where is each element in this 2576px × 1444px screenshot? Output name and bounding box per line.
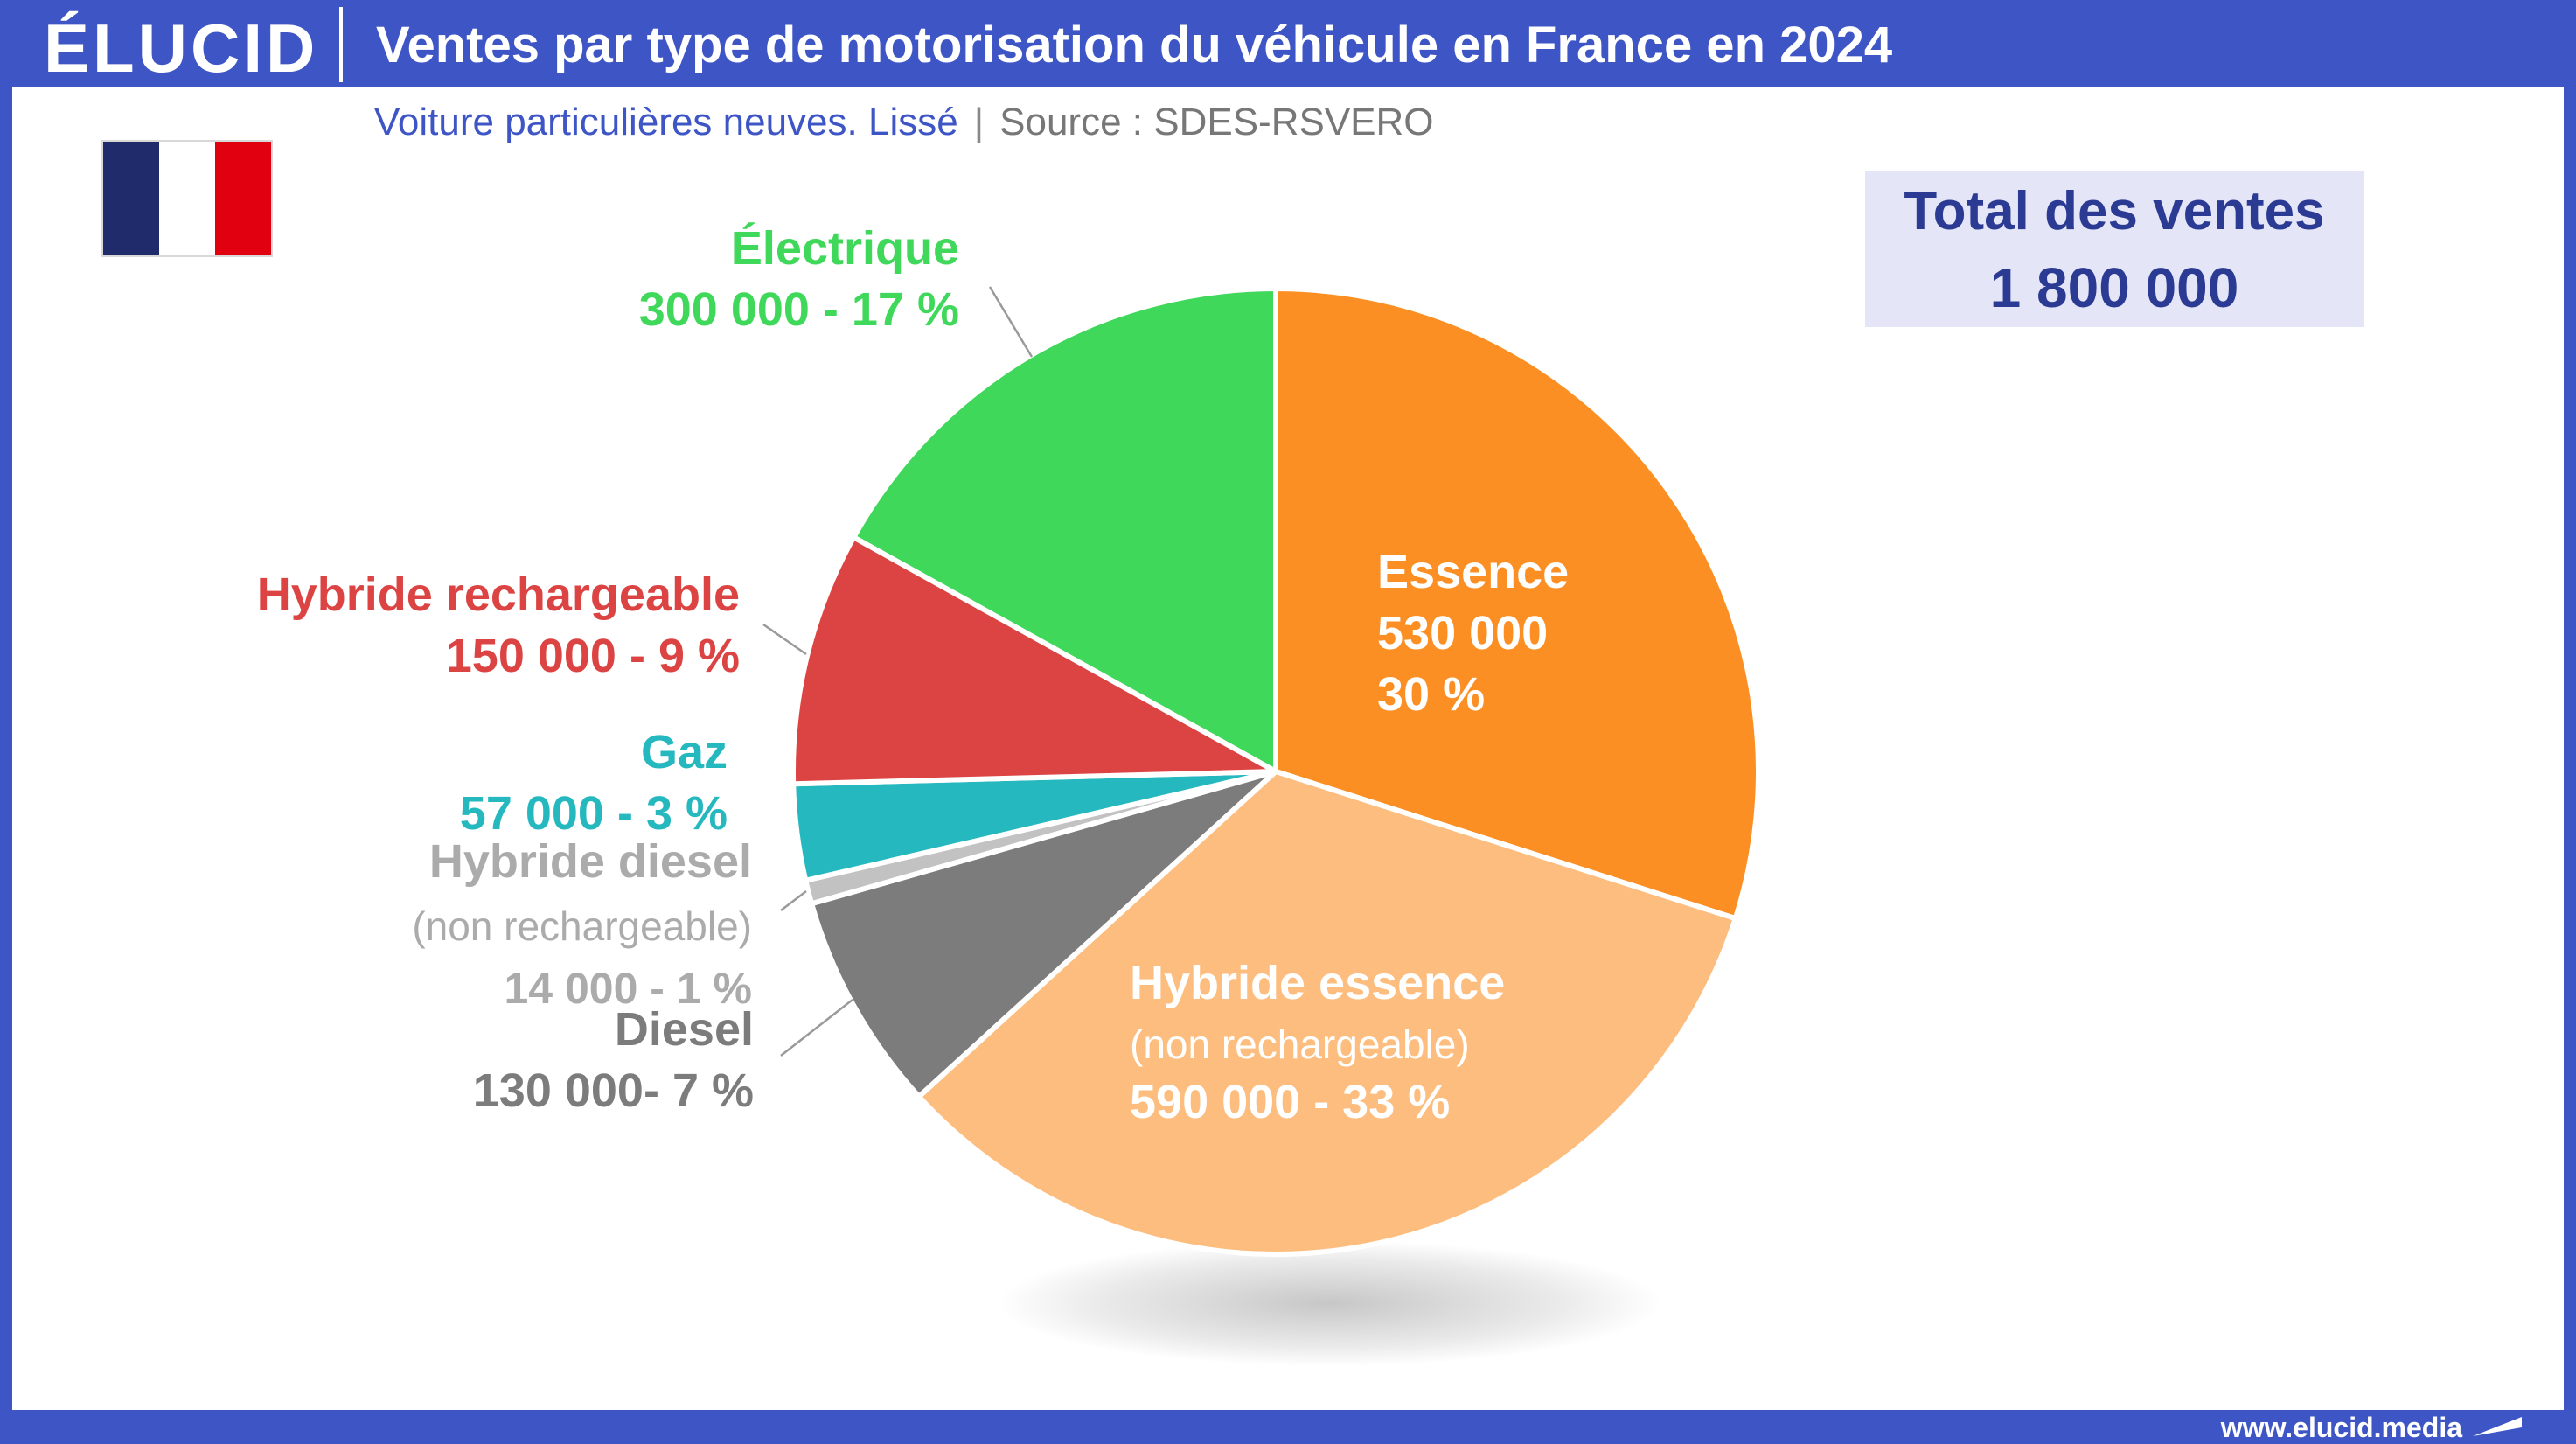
slice-label-electrique-line-1: Électrique xyxy=(731,222,959,275)
frame-left xyxy=(0,0,12,1444)
pie-slice-diesel xyxy=(809,769,1278,1099)
france-flag-icon xyxy=(103,142,271,255)
slice-label-hybride-essence-non-rechargeable-line-3: 590 000 - 33 % xyxy=(1130,1076,1450,1128)
header-bar: ÉLUCID Ventes par type de motorisation d… xyxy=(0,0,2576,87)
total-sales-box: Total des ventes 1 800 000 xyxy=(1865,171,2364,327)
slice-label-diesel-line-1: Diesel xyxy=(615,1003,754,1056)
slice-label-gaz-line-1: Gaz xyxy=(641,726,728,778)
pie-slices xyxy=(790,286,1761,1257)
chart-title: Ventes par type de motorisation du véhic… xyxy=(376,17,1893,73)
slice-label-hybride-essence-non-rechargeable-line-2: (non rechargeable) xyxy=(1130,1022,1470,1067)
brand-mark-icon xyxy=(2473,1417,2522,1436)
flag-stripe-red xyxy=(215,142,271,255)
pie-chart: Essence 530 000 30 % Hybride essence (non re… xyxy=(256,222,1761,1366)
slice-label-essence-line-3: 30 % xyxy=(1377,668,1485,721)
slice-label-electrique-line-2: 300 000 - 17 % xyxy=(639,283,959,336)
leader-line-diesel xyxy=(780,999,853,1057)
slice-label-hybride-diesel-non-rechargeable-line-3: 14 000 - 1 % xyxy=(504,964,752,1013)
leader-lines xyxy=(762,286,1034,1057)
pie-slice-hybride-rechargeable xyxy=(790,534,1278,787)
slice-label-diesel-line-2: 130 000- 7 % xyxy=(473,1064,754,1117)
header-divider xyxy=(339,7,343,82)
total-sales-value: 1 800 000 xyxy=(1989,256,2239,319)
subtitle-separator: | xyxy=(973,101,985,143)
footer-bar: www.elucid.media xyxy=(0,1410,2576,1444)
source-text: Source : SDES-RSVERO xyxy=(999,101,1434,143)
pie-shadow xyxy=(997,1240,1661,1366)
slice-label-hybride-essence-non-rechargeable-line-1: Hybride essence xyxy=(1130,957,1505,1009)
slice-label-hybride-diesel-non-rechargeable-line-2: (non rechargeable) xyxy=(412,903,752,949)
slice-label-essence-line-2: 530 000 xyxy=(1377,607,1548,659)
pie-slice-hybride-essence-non-rechargeable xyxy=(916,769,1738,1257)
total-sales-label: Total des ventes xyxy=(1904,181,2325,241)
slice-label-essence-line-1: Essence xyxy=(1377,546,1569,598)
pie-slice-essence xyxy=(1273,286,1761,922)
slice-label-hybride-diesel-non-rechargeable-line-1: Hybride diesel xyxy=(429,835,752,888)
slice-labels: Essence 530 000 30 % Hybride essence (non re… xyxy=(257,222,1569,1128)
leader-line-hybride-rechargeable xyxy=(762,623,807,656)
leader-line-hybride-diesel-non-rechargeable xyxy=(780,890,807,911)
flag-stripe-blue xyxy=(103,142,159,255)
slice-label-hybride-rechargeable-line-1: Hybride rechargeable xyxy=(257,569,740,621)
slice-label-hybride-rechargeable-line-2: 150 000 - 9 % xyxy=(446,630,740,682)
subtitle-text: Voiture particulières neuves. Lissé xyxy=(374,101,958,143)
leader-line-electrique xyxy=(988,286,1034,358)
chart-subtitle: Voiture particulières neuves. Lissé | Sour… xyxy=(374,96,1434,149)
flag-stripe-white xyxy=(159,142,215,255)
footer-url-link[interactable]: www.elucid.media xyxy=(2220,1412,2462,1443)
slice-label-gaz-line-2: 57 000 - 3 % xyxy=(460,787,728,840)
frame-right xyxy=(2564,0,2576,1444)
elucid-logo[interactable]: ÉLUCID xyxy=(44,10,319,87)
